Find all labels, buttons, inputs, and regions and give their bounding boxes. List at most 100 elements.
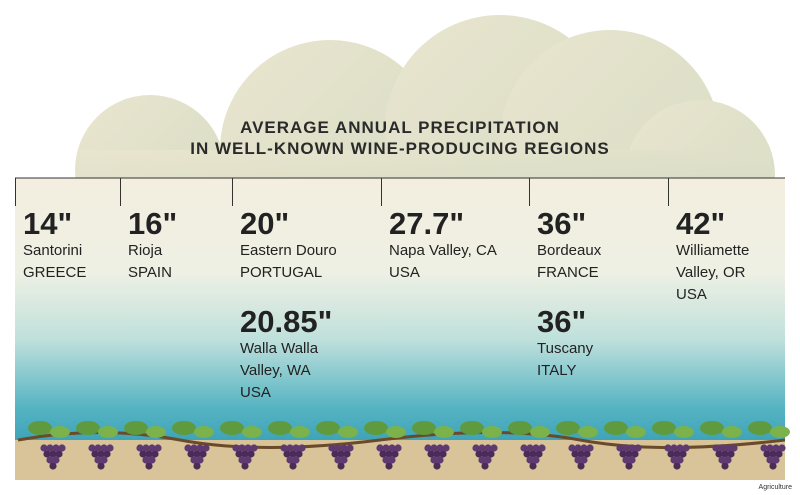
vine-decoration [379, 450, 387, 458]
region-entry: 20" Eastern Douro PORTUGAL [240, 208, 337, 284]
vine-decoration [622, 444, 630, 452]
vine-decoration [334, 456, 342, 464]
vine-decoration [530, 426, 550, 438]
divider [120, 178, 121, 206]
vine-decoration [676, 456, 684, 464]
region-name: PORTUGAL [240, 264, 323, 281]
vine-decoration [145, 462, 153, 470]
vine-decoration [520, 444, 528, 452]
vine-decoration [146, 426, 166, 438]
vine-decoration [193, 450, 201, 458]
vine-decoration [769, 462, 777, 470]
vine-decoration [775, 450, 783, 458]
vine-decoration [433, 462, 441, 470]
vine-decoration [286, 456, 294, 464]
vine-decoration [385, 462, 393, 470]
vine-decoration [724, 444, 732, 452]
vine-decoration [433, 450, 441, 458]
vine-decoration [574, 444, 582, 452]
region-name: Bordeaux [537, 242, 602, 259]
vine-decoration [194, 426, 214, 438]
vine-decoration [337, 450, 345, 458]
vine-decoration [478, 456, 486, 464]
vine-decoration [718, 444, 726, 452]
vine-decoration [766, 456, 774, 464]
vine-decoration [391, 450, 399, 458]
vine-decoration [46, 444, 54, 452]
region-name: USA [389, 264, 420, 281]
vine-decoration [235, 450, 243, 458]
vine-decoration [475, 450, 483, 458]
vine-decoration [124, 421, 148, 435]
vine-decoration [292, 444, 300, 452]
credit: Agriculture [758, 484, 792, 491]
vine-decoration [439, 450, 447, 458]
vine-decoration [626, 426, 646, 438]
vine-decoration [55, 450, 63, 458]
region-name: Tuscany [537, 340, 594, 357]
vine-decoration [196, 444, 204, 452]
region-name: ITALY [537, 362, 577, 379]
vine-decoration [196, 456, 204, 464]
vine-decoration [286, 444, 294, 452]
vine-decoration [244, 456, 252, 464]
region-entry: 36" Bordeaux FRANCE [537, 208, 601, 284]
title-line: IN WELL-KNOWN WINE-PRODUCING REGIONS [190, 139, 610, 158]
vine-decoration [388, 444, 396, 452]
vine-decoration [193, 462, 201, 470]
region-name: Williamette [676, 242, 750, 259]
region-name: Rioja [128, 242, 163, 259]
region-name: Valley, WA [240, 362, 311, 379]
region-entry: 20.85" Walla Walla Valley, WA USA [240, 306, 332, 404]
vine-decoration [631, 450, 639, 458]
vine-decoration [154, 444, 162, 452]
divider [529, 178, 530, 206]
vine-decoration [238, 444, 246, 452]
vine-decoration [58, 444, 66, 452]
vine-decoration [290, 426, 310, 438]
vine-decoration [412, 421, 436, 435]
vine-decoration [586, 444, 594, 452]
vine-decoration [202, 444, 210, 452]
vine-decoration [722, 426, 742, 438]
vine-decoration [280, 444, 288, 452]
region-name: USA [240, 384, 271, 401]
vine-decoration [424, 444, 432, 452]
vine-decoration [337, 462, 345, 470]
vine-decoration [436, 444, 444, 452]
vine-decoration [241, 450, 249, 458]
divider [15, 178, 16, 206]
precipitation-amount: 27.7" [389, 206, 465, 241]
divider [232, 178, 233, 206]
vine-decoration [98, 426, 118, 438]
vine-decoration [625, 462, 633, 470]
vine-decoration [442, 444, 450, 452]
vine-decoration [328, 444, 336, 452]
vine-decoration [43, 450, 51, 458]
vine-decoration [628, 444, 636, 452]
vine-decoration [679, 450, 687, 458]
vine-decoration [490, 444, 498, 452]
vine-decoration [430, 456, 438, 464]
vine-decoration [670, 456, 678, 464]
vine-decoration [700, 421, 724, 435]
vine-decoration [187, 450, 195, 458]
vine-decoration [434, 426, 454, 438]
vine-decoration [571, 450, 579, 458]
region-entry: 42" Williamette Valley, OR USA [676, 208, 749, 306]
vine-decoration [100, 456, 108, 464]
vine-decoration [568, 444, 576, 452]
vine-decoration [556, 421, 580, 435]
vine-decoration [100, 444, 108, 452]
vine-decoration [532, 456, 540, 464]
vine-decoration [430, 444, 438, 452]
region-name: Santorini [23, 242, 83, 259]
vine-decoration [91, 450, 99, 458]
vine-decoration [28, 421, 52, 435]
vine-decoration [770, 426, 790, 438]
vine-decoration [148, 456, 156, 464]
vine-decoration [97, 450, 105, 458]
vine-decoration [241, 462, 249, 470]
region-entry: 36" Tuscany ITALY [537, 306, 593, 382]
vine-decoration [340, 456, 348, 464]
